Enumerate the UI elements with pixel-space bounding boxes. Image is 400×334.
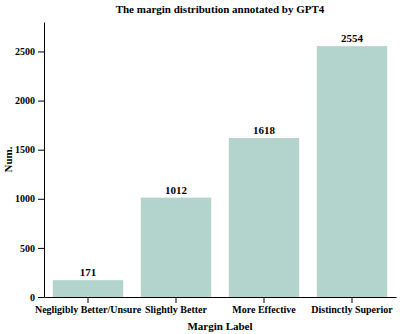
x-tick: Slightly Better [145, 297, 207, 315]
title: The margin distribution annotated by GPT… [116, 3, 325, 15]
plot: 0 500 1000 1500 2000 2500 Negligibly Better/Un… [15, 23, 397, 316]
x-tick-mark [88, 297, 89, 303]
data-labels: 171 1012 1618 2554 [80, 32, 364, 278]
y-tick-mark [38, 199, 44, 200]
bar [141, 198, 211, 297]
y-tick: 2500 [15, 46, 44, 57]
bar [53, 280, 123, 297]
x-tick-label: More Effective [232, 304, 296, 315]
bar [229, 138, 299, 297]
y-tick-label: 1500 [15, 144, 35, 155]
y-axis-title: Num. [2, 146, 14, 172]
y-axis: 0 500 1000 1500 2000 2500 [15, 23, 45, 303]
y-tick-mark [38, 51, 44, 52]
x-tick-mark [352, 297, 353, 303]
y-tick: 500 [20, 243, 44, 254]
chart: 0 500 1000 1500 2000 2500 Negligibly Better/Un… [0, 0, 400, 334]
data-label: 1012 [165, 184, 188, 196]
x-tick: More Effective [232, 297, 296, 315]
y-tick-label: 2500 [15, 46, 35, 57]
bars [53, 46, 387, 297]
x-axis-line [45, 297, 397, 298]
x-tick-label: Distinctly Superior [311, 304, 393, 315]
x-tick-label: Slightly Better [145, 304, 207, 315]
x-tick: Negligibly Better/Unsure [35, 297, 142, 315]
y-tick: 1000 [15, 193, 44, 204]
data-label: 1618 [253, 124, 276, 136]
y-tick-label: 500 [20, 243, 35, 254]
data-label: 171 [80, 266, 97, 278]
data-label: 2554 [341, 32, 364, 44]
y-tick: 2000 [15, 95, 44, 106]
y-tick: 0 [30, 292, 44, 303]
x-axis: Negligibly Better/UnsureSlightly Better M… [35, 297, 397, 315]
y-tick-label: 2000 [15, 95, 35, 106]
y-tick-label: 0 [30, 292, 35, 303]
y-tick-mark [38, 248, 44, 249]
bar [317, 46, 387, 297]
y-tick-mark [38, 297, 44, 298]
x-tick-label: Negligibly Better/Unsure [35, 304, 142, 315]
y-tick: 1500 [15, 144, 44, 155]
y-axis-line [44, 23, 45, 298]
x-tick: Distinctly Superior [311, 297, 393, 315]
x-tick-mark [264, 297, 265, 303]
x-tick-mark [176, 297, 177, 303]
x-axis-title: Margin Label [187, 320, 252, 332]
y-tick-mark [38, 150, 44, 151]
y-tick-label: 1000 [15, 193, 35, 204]
y-tick-mark [38, 101, 44, 102]
